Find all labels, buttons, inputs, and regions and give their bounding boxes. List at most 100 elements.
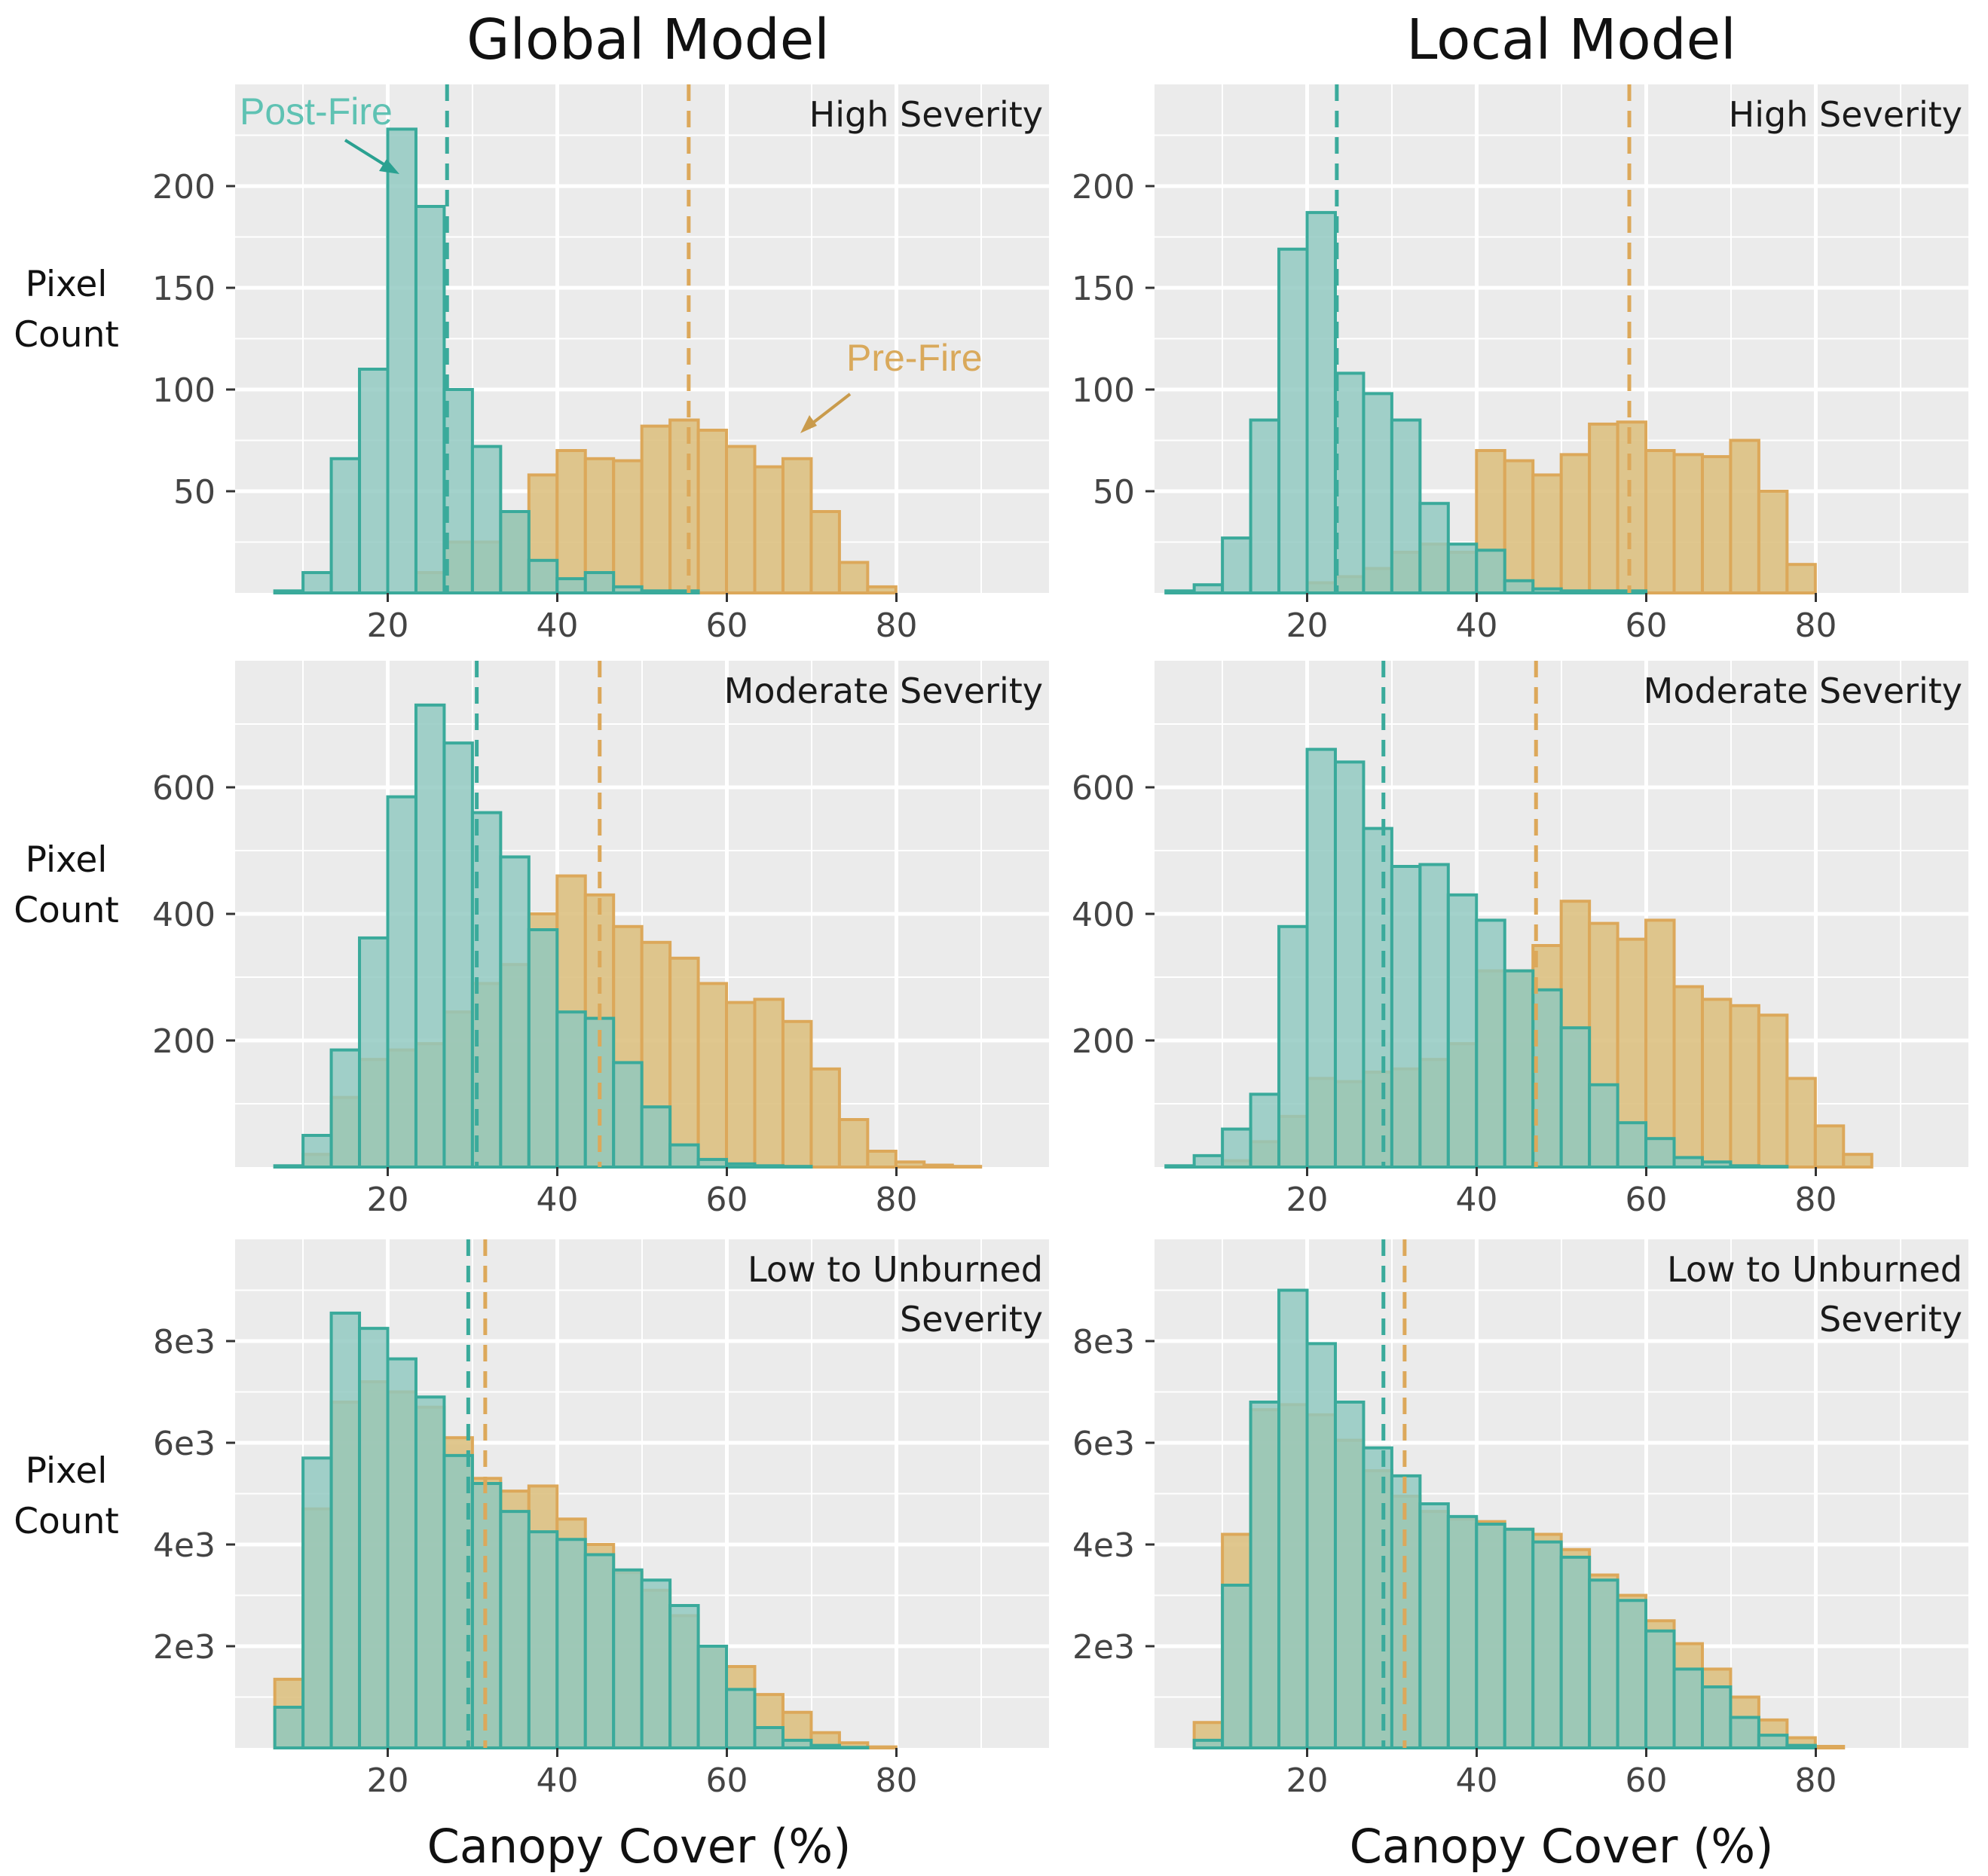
post-fire-annotation-label: Post-Fire bbox=[240, 90, 393, 133]
pre-fire-bar bbox=[1785, 1077, 1817, 1169]
post-fire-bar bbox=[1221, 1584, 1252, 1749]
x-tick-label: 60 bbox=[1626, 606, 1668, 645]
post-fire-bars bbox=[1164, 747, 1789, 1169]
y-tick-label: 2e3 bbox=[1072, 1628, 1135, 1667]
y-tick-label: 150 bbox=[1072, 270, 1135, 308]
post-fire-bar bbox=[1192, 583, 1225, 595]
post-fire-bar bbox=[1700, 1160, 1733, 1169]
post-fire-bar bbox=[470, 445, 503, 594]
pre-fire-bar bbox=[781, 457, 813, 594]
pre-fire-bar bbox=[866, 1745, 898, 1749]
pre-fire-bar bbox=[1729, 438, 1760, 594]
post-fire-bar bbox=[1333, 1401, 1366, 1749]
post-fire-bar bbox=[1588, 1083, 1619, 1169]
pre-fire-bar bbox=[781, 1019, 813, 1169]
post-fire-bar bbox=[414, 1395, 446, 1749]
pre-fire-bar bbox=[1503, 459, 1535, 594]
post-fire-bar bbox=[1277, 1288, 1309, 1749]
pre-fire-bar bbox=[837, 561, 870, 594]
pre-fire-bar bbox=[612, 459, 644, 594]
y-axis-label-row-1: Pixel Count bbox=[14, 264, 119, 356]
post-fire-bar bbox=[1785, 1743, 1817, 1749]
x-tick-label: 40 bbox=[537, 1761, 579, 1800]
pre-fire-bar bbox=[753, 465, 784, 594]
panel-title: High Severity bbox=[1729, 94, 1962, 135]
post-fire-bar bbox=[1164, 1164, 1196, 1169]
post-fire-bar bbox=[1559, 1555, 1592, 1749]
pre-fire-bar bbox=[1644, 918, 1676, 1169]
y-tick-label: 400 bbox=[152, 896, 216, 934]
post-fire-bar bbox=[1164, 589, 1196, 594]
y-tick-label: 50 bbox=[1093, 473, 1135, 512]
y-axis-label-line-2: Count bbox=[14, 314, 119, 356]
y-tick-label: 50 bbox=[173, 473, 216, 512]
post-fire-bar bbox=[1446, 1514, 1479, 1749]
post-fire-bar bbox=[753, 1726, 784, 1749]
post-fire-bar bbox=[1644, 1629, 1676, 1749]
post-fire-bar bbox=[668, 589, 700, 594]
column-title-global: Global Model bbox=[466, 8, 830, 72]
post-fire-bar bbox=[725, 1688, 757, 1749]
x-tick-label: 80 bbox=[1795, 606, 1837, 645]
pre-fire-annotation: Pre-Fire bbox=[800, 337, 983, 433]
y-tick-label: 150 bbox=[152, 270, 216, 308]
y-tick-label: 600 bbox=[152, 769, 216, 808]
post-fire-bar bbox=[1221, 536, 1252, 594]
pre-fire-bar bbox=[668, 956, 700, 1169]
post-fire-bar bbox=[273, 1164, 305, 1169]
pre-fire-bar bbox=[1616, 420, 1648, 595]
pre-fire-bar bbox=[640, 424, 672, 594]
post-fire-bar bbox=[1475, 918, 1506, 1169]
post-fire-bar bbox=[1700, 1685, 1733, 1749]
post-fire-bar bbox=[358, 368, 390, 594]
post-fire-bar bbox=[301, 1456, 333, 1749]
y-tick-label: 4e3 bbox=[1072, 1526, 1135, 1565]
post-fire-bar bbox=[1503, 1527, 1535, 1749]
x-tick-label: 80 bbox=[1795, 1761, 1837, 1800]
pre-fire-annotation-label: Pre-Fire bbox=[846, 337, 983, 379]
post-fire-bar bbox=[1588, 589, 1619, 594]
panel-title: Moderate Severity bbox=[724, 671, 1043, 711]
y-axis-label-line-2: Count bbox=[14, 890, 119, 931]
post-fire-bar bbox=[1729, 1164, 1760, 1169]
y-tick-label: 6e3 bbox=[153, 1425, 216, 1463]
pre-fire-bar bbox=[1842, 1153, 1873, 1169]
post-fire-bar bbox=[301, 1134, 333, 1169]
pre-fire-bar bbox=[866, 585, 898, 595]
pre-fire-bar bbox=[555, 449, 587, 594]
post-fire-bar bbox=[1249, 1092, 1281, 1169]
post-fire-bar bbox=[1333, 371, 1366, 594]
post-fire-bar bbox=[555, 1538, 587, 1749]
post-fire-bar bbox=[414, 703, 446, 1169]
y-axis-label-line-1: Pixel bbox=[26, 839, 108, 881]
pre-fire-bar bbox=[922, 1163, 954, 1169]
post-fire-bar bbox=[809, 1743, 841, 1749]
x-tick-label: 40 bbox=[537, 1181, 579, 1219]
y-tick-label: 2e3 bbox=[153, 1628, 216, 1667]
pre-fire-bar bbox=[1588, 422, 1619, 595]
x-tick-label: 60 bbox=[706, 1181, 748, 1219]
post-fire-bar bbox=[329, 1311, 362, 1749]
x-tick-label: 40 bbox=[537, 606, 579, 645]
y-tick-label: 100 bbox=[1072, 371, 1135, 410]
post-fire-bar bbox=[612, 585, 644, 595]
pre-fire-bar bbox=[837, 1118, 870, 1169]
panel-5: 20 40 60 80 2e3 4e3 6e3 8e3 Low to Unburned Sever… bbox=[153, 1239, 1049, 1800]
post-fire-bar bbox=[273, 1706, 305, 1749]
post-fire-bar bbox=[1418, 502, 1450, 595]
post-fire-bar bbox=[329, 457, 362, 594]
post-fire-bar bbox=[1249, 1401, 1281, 1749]
post-fire-bar bbox=[1616, 1121, 1648, 1169]
post-fire-bar bbox=[527, 558, 559, 594]
post-fire-bar bbox=[753, 1164, 784, 1169]
x-tick-label: 40 bbox=[1456, 606, 1498, 645]
post-fire-bar bbox=[640, 1578, 672, 1749]
post-fire-bar bbox=[1446, 542, 1479, 595]
post-fire-bar bbox=[329, 1048, 362, 1169]
y-tick-label: 200 bbox=[1072, 168, 1135, 206]
post-fire-bar bbox=[1531, 587, 1563, 594]
x-tick-label: 20 bbox=[367, 606, 409, 645]
panel-title: Severity bbox=[1819, 1299, 1962, 1340]
pre-fire-bar bbox=[950, 1165, 983, 1169]
post-fire-bar bbox=[1418, 863, 1450, 1169]
